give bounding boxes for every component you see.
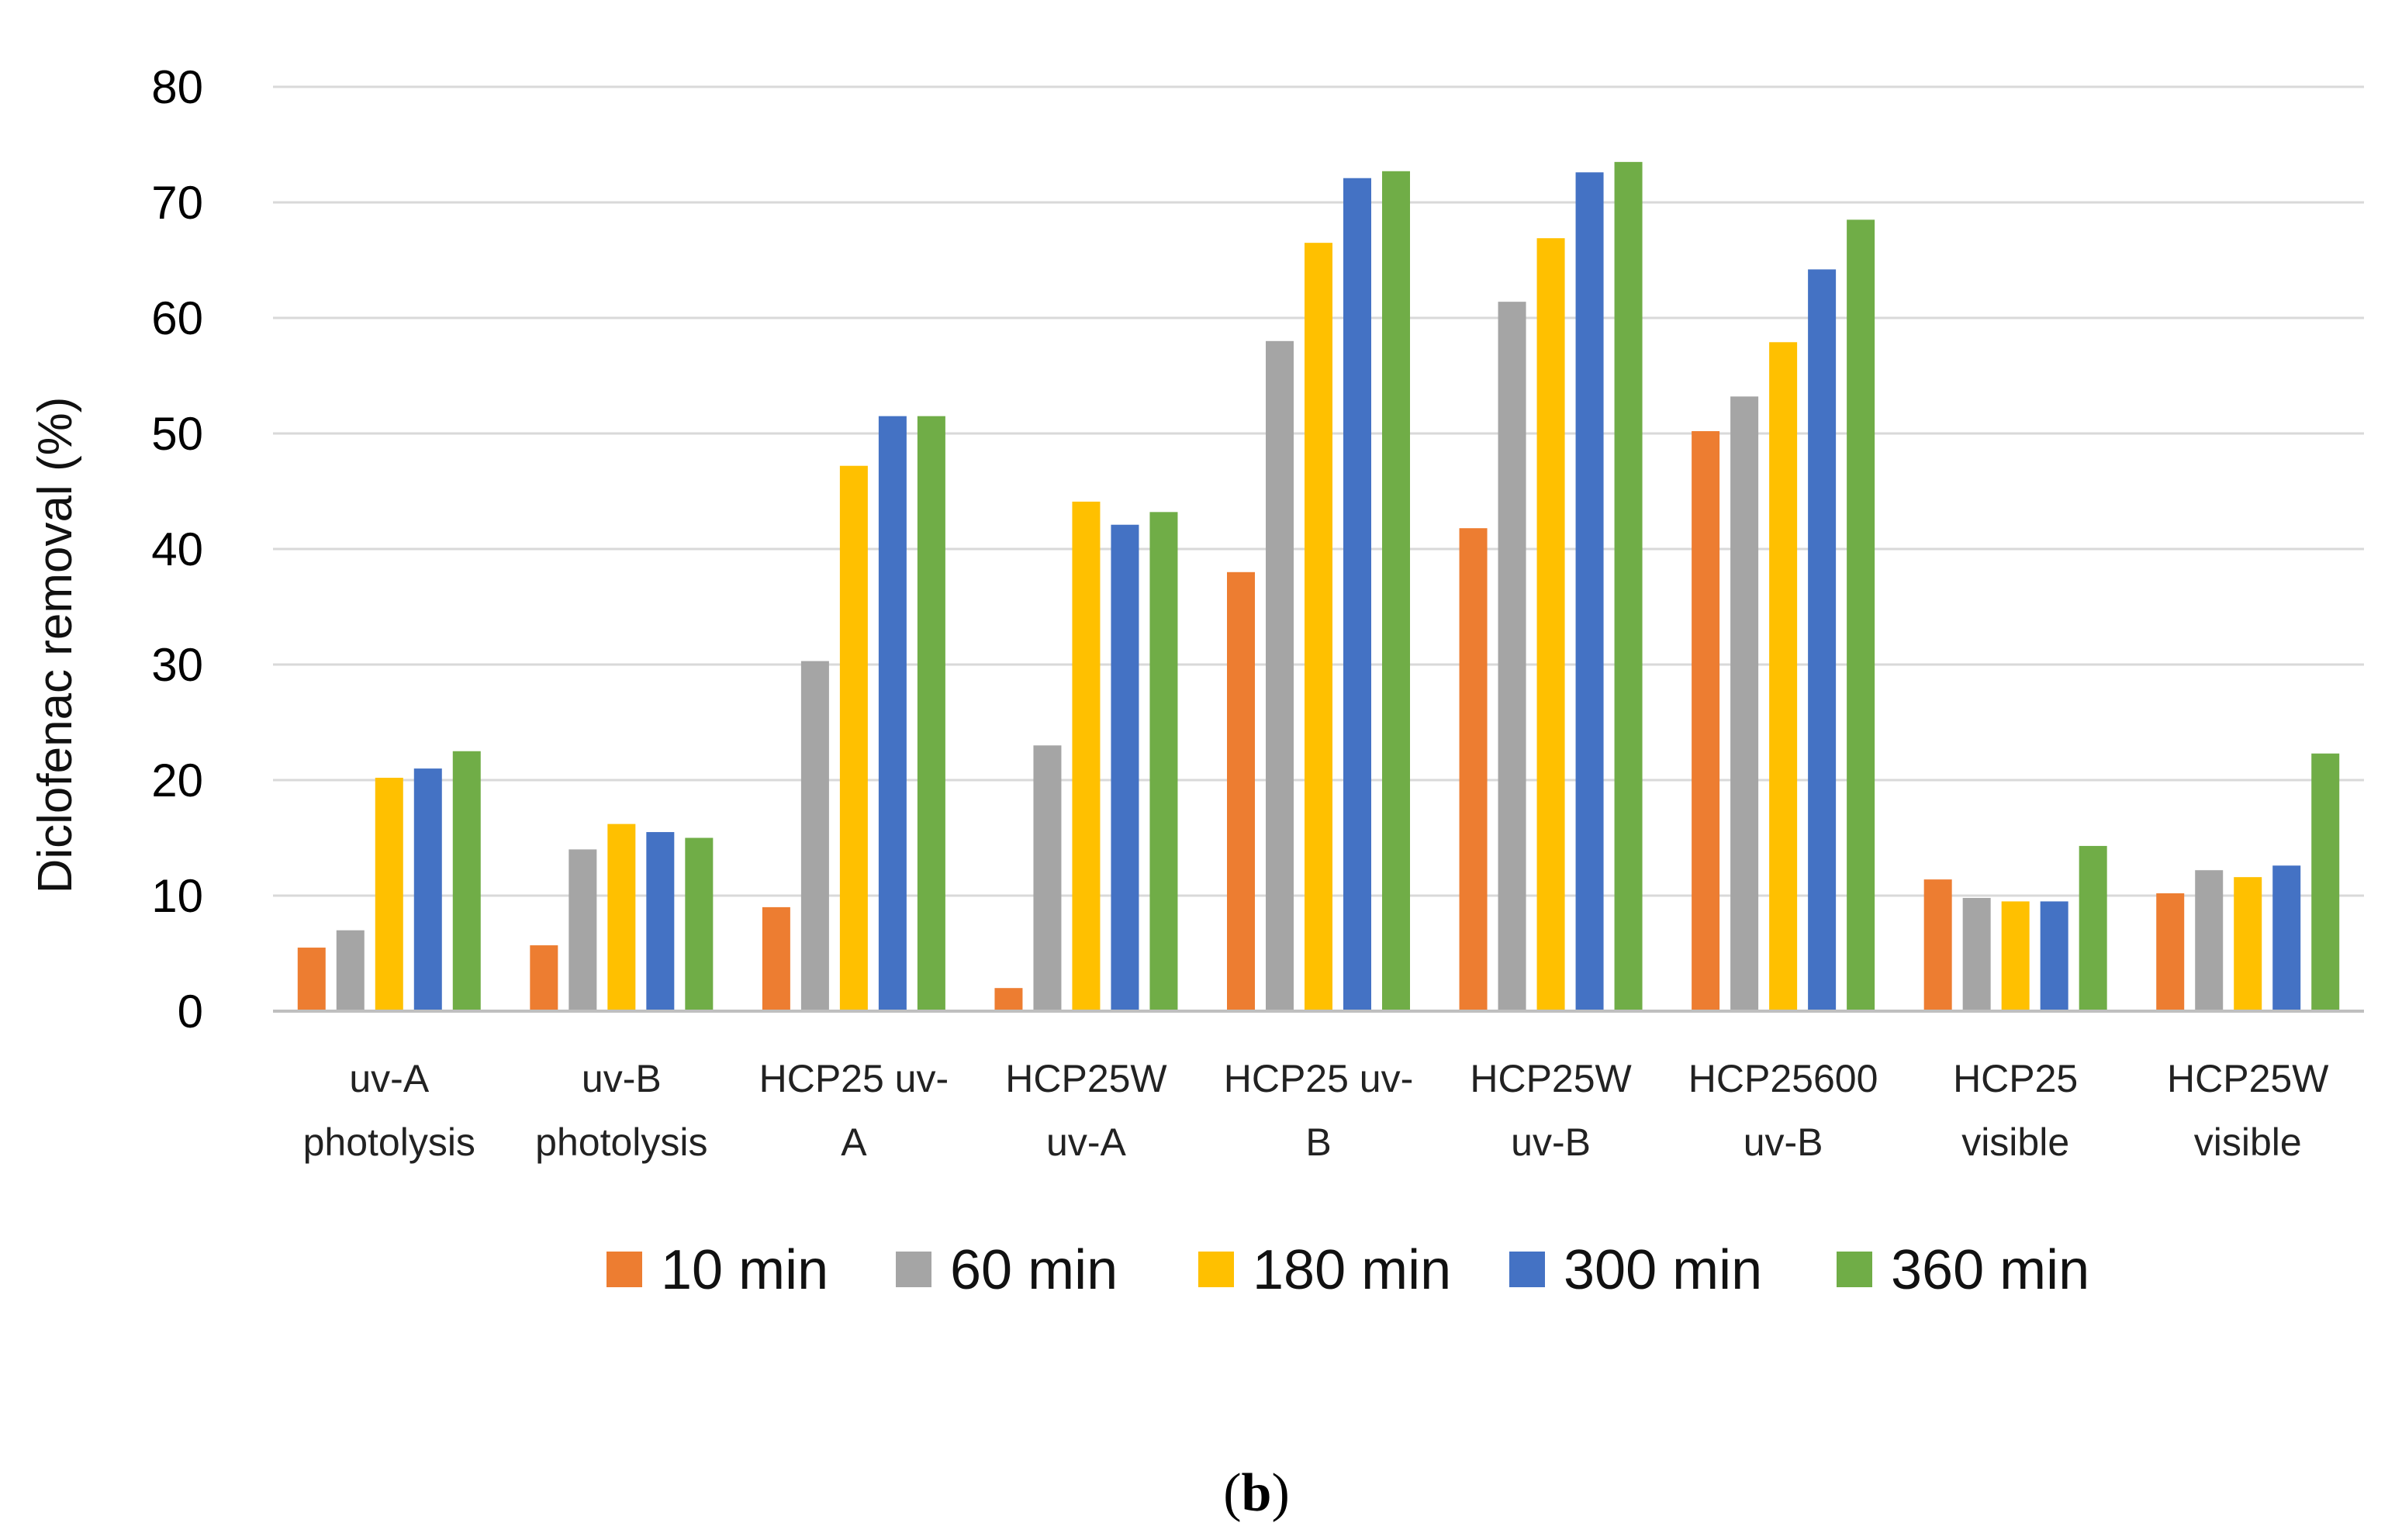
- x-category-label: photolysis: [535, 1120, 707, 1164]
- bar: [2195, 870, 2224, 1011]
- x-category-label: uv-B: [1511, 1120, 1591, 1164]
- x-category-label: HCP25W: [1470, 1057, 1632, 1100]
- bar: [2272, 865, 2301, 1011]
- bar: [1382, 171, 1410, 1011]
- bar: [2156, 893, 2185, 1011]
- x-category-label: photolysis: [303, 1120, 475, 1164]
- legend: 10 min 60 min 180 min 300 min 360 min: [607, 1239, 2089, 1301]
- bar: [839, 465, 868, 1011]
- x-category-label: uv-A: [349, 1057, 429, 1100]
- y-axis-label: Diclofenac removal (%): [29, 397, 82, 894]
- bar: [1923, 879, 1952, 1011]
- legend-swatch: [1509, 1252, 1545, 1287]
- bar: [2079, 845, 2107, 1011]
- y-tick-label: 80: [151, 61, 203, 113]
- bar: [297, 948, 326, 1011]
- bar: [762, 906, 790, 1011]
- bar: [800, 661, 829, 1011]
- bar: [1227, 571, 1255, 1011]
- x-category-label: visible: [2194, 1120, 2302, 1164]
- bar: [1962, 897, 1991, 1011]
- x-category-label: B: [1305, 1120, 1331, 1164]
- caption-open-paren: (: [1223, 1463, 1241, 1523]
- bar: [1769, 342, 1798, 1011]
- legend-label: 180 min: [1253, 1239, 1451, 1301]
- y-tick-label: 60: [151, 292, 203, 344]
- y-tick-label: 70: [151, 177, 203, 229]
- bar: [1459, 528, 1488, 1011]
- x-category-label: HCP25W: [2167, 1057, 2329, 1100]
- x-category-label: HCP25600: [1688, 1057, 1878, 1100]
- bar: [2234, 877, 2262, 1011]
- x-category-label: HCP25 uv-: [1224, 1057, 1414, 1100]
- x-category-label: uv-B: [1744, 1120, 1823, 1164]
- bar: [1575, 172, 1604, 1011]
- bar: [2040, 901, 2068, 1011]
- bar: [1536, 238, 1565, 1011]
- bar: [336, 930, 365, 1011]
- bars: [297, 161, 2340, 1012]
- bar: [607, 824, 636, 1011]
- bar: [413, 768, 442, 1011]
- bar: [1266, 340, 1294, 1011]
- legend-label: 300 min: [1564, 1239, 1762, 1301]
- y-tick-label: 20: [151, 754, 203, 806]
- bar: [2001, 901, 2030, 1011]
- bar: [530, 945, 558, 1011]
- bar: [1847, 219, 1875, 1012]
- bar: [2311, 753, 2340, 1011]
- bar: [878, 416, 907, 1011]
- bar: [1808, 269, 1837, 1011]
- bar: [1614, 161, 1643, 1012]
- bar: [1033, 745, 1062, 1011]
- bar: [1072, 501, 1101, 1011]
- y-tick-label: 0: [178, 986, 203, 1038]
- legend-label: 360 min: [1891, 1239, 2089, 1301]
- bar: [1692, 431, 1720, 1011]
- legend-swatch: [896, 1252, 931, 1287]
- bar: [1305, 243, 1332, 1011]
- x-category-label: uv-B: [582, 1057, 662, 1100]
- y-tick-label: 30: [151, 639, 203, 691]
- bar: [917, 416, 945, 1011]
- bar: [646, 832, 675, 1011]
- y-tick-label: 50: [151, 408, 203, 460]
- bar: [375, 778, 403, 1011]
- x-category-label: visible: [1961, 1120, 2069, 1164]
- caption-letter: b: [1242, 1463, 1272, 1523]
- legend-swatch: [1837, 1252, 1872, 1287]
- bar: [1343, 178, 1371, 1012]
- bar: [1498, 302, 1526, 1011]
- figure-caption: (b): [1223, 1463, 1290, 1523]
- bar: [1149, 512, 1178, 1011]
- bar: [1111, 524, 1139, 1011]
- bar: [685, 837, 714, 1011]
- bar: [1730, 396, 1759, 1011]
- x-category-label: HCP25 uv-: [759, 1057, 949, 1100]
- bar: [994, 988, 1023, 1011]
- x-category-label: HCP25W: [1005, 1057, 1167, 1100]
- y-axis-ticks: 0 10 20 30 40 50 60 70 80: [151, 61, 203, 1038]
- legend-swatch: [607, 1252, 642, 1287]
- y-tick-label: 10: [151, 870, 203, 922]
- bar: [569, 849, 597, 1011]
- legend-label: 10 min: [661, 1239, 828, 1301]
- x-category-label: uv-A: [1046, 1120, 1126, 1164]
- y-tick-label: 40: [151, 523, 203, 575]
- legend-label: 60 min: [950, 1239, 1118, 1301]
- x-category-label: HCP25: [1953, 1057, 2078, 1100]
- legend-swatch: [1198, 1252, 1234, 1287]
- caption-close-paren: ): [1271, 1463, 1289, 1523]
- bar: [452, 751, 481, 1011]
- x-category-label: A: [841, 1120, 867, 1164]
